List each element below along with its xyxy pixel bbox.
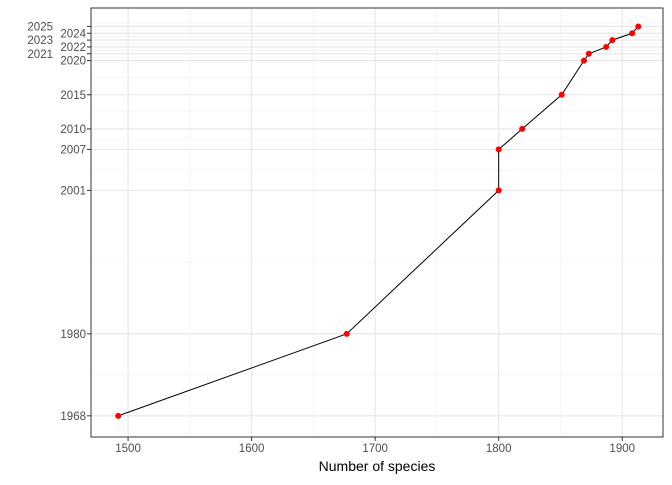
grid [91, 8, 663, 437]
x-tick-label: 1700 [362, 443, 388, 455]
y-tick-label: 2021 [27, 49, 53, 61]
data-point [519, 125, 526, 132]
y-tick-label: 1980 [60, 329, 86, 341]
x-tick-label: 1800 [486, 443, 512, 455]
series-line [118, 26, 639, 417]
y-tick-label: 2023 [27, 35, 53, 47]
x-tick-label: 1500 [115, 443, 141, 455]
data-point [629, 30, 636, 37]
data-point [558, 91, 565, 98]
data-point [603, 43, 610, 50]
data-point [609, 37, 616, 44]
y-tick-label: 2010 [60, 124, 86, 136]
data-point [343, 330, 350, 337]
data-point [580, 57, 587, 64]
panel-border [90, 7, 664, 438]
y-tick-label: 2024 [60, 28, 86, 40]
y-tick-label: 2020 [60, 56, 86, 68]
y-tick-label: 2001 [60, 185, 86, 197]
data-point [495, 146, 502, 153]
data-point [495, 187, 502, 194]
panel-background [91, 8, 663, 437]
data-point [585, 50, 592, 57]
data-point [115, 412, 122, 419]
axes: 1500 1600 1700 1800 1900 1968 1980 2001 2007 2010… [27, 21, 635, 455]
y-tick-label: 1968 [60, 411, 86, 423]
data-point [635, 23, 642, 30]
x-axis-label: Number of species [319, 458, 436, 474]
x-tick-label: 1900 [609, 443, 635, 455]
y-tick-label: 2015 [60, 90, 86, 102]
y-tick-label: 2022 [60, 42, 86, 54]
y-tick-label: 2007 [60, 144, 86, 156]
x-tick-label: 1600 [239, 443, 265, 455]
series [115, 23, 642, 419]
y-tick-label: 2025 [27, 21, 53, 33]
